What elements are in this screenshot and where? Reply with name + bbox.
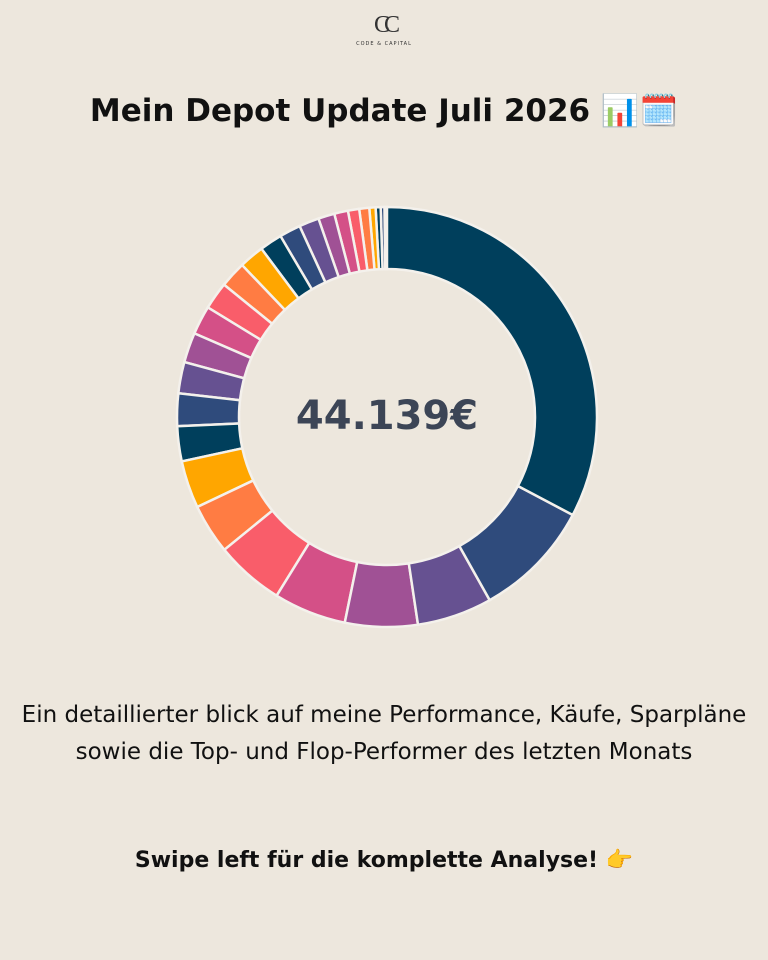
title: Mein Depot Update Juli 2026 📊🗓️ <box>89 93 679 129</box>
donut-slice <box>192 305 263 360</box>
logo: CC CODE & CAPITAL <box>0 12 768 47</box>
donut-slice <box>240 246 301 312</box>
donut-slice <box>175 391 242 428</box>
center-label: 44.139€ <box>296 393 478 439</box>
donut-slice <box>259 234 314 301</box>
donut-slice <box>385 205 599 517</box>
donut-chart: 44.139€ <box>175 205 599 629</box>
call-to-action: Swipe left für die komplette Analyse! 👉 <box>134 848 634 873</box>
donut-slice <box>222 508 311 598</box>
donut-slice <box>343 560 420 629</box>
donut-slice <box>222 263 287 326</box>
donut-slice <box>176 360 246 402</box>
donut-slice <box>175 422 244 463</box>
donut-slice <box>206 282 274 342</box>
donut-slice <box>180 446 255 509</box>
donut-slice <box>182 331 253 380</box>
logo-name: CODE & CAPITAL <box>356 41 412 47</box>
logo-monogram: CC <box>373 12 400 38</box>
donut-slice <box>278 224 328 292</box>
description: Ein detaillierter blick auf meine Perfor… <box>21 702 747 765</box>
donut-slice <box>195 478 275 552</box>
donut-slice <box>457 484 575 602</box>
donut-slice <box>274 541 359 625</box>
